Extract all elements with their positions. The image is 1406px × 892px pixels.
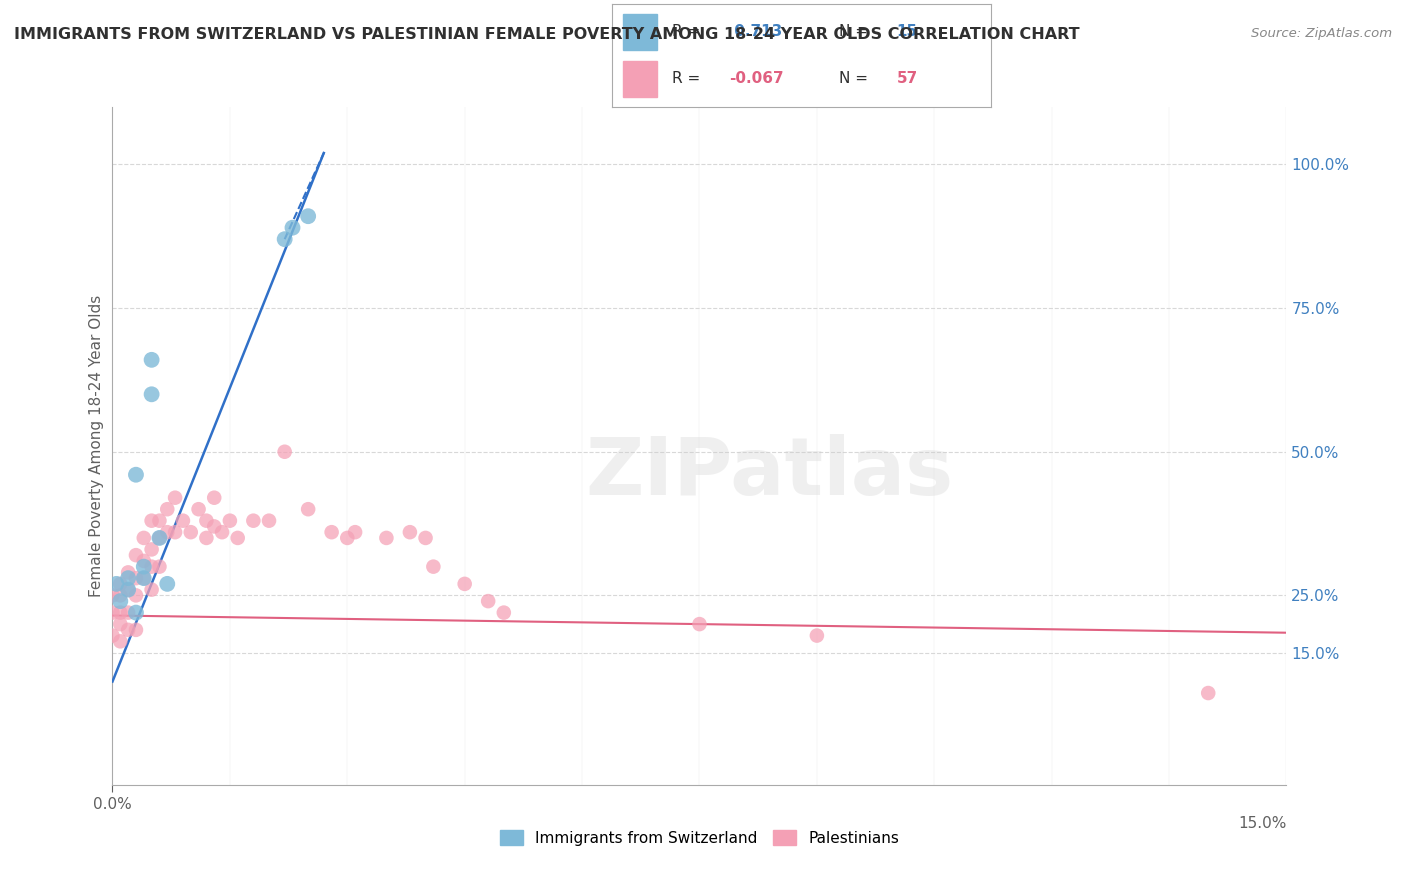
Y-axis label: Female Poverty Among 18-24 Year Olds: Female Poverty Among 18-24 Year Olds [89,295,104,597]
Point [399,525,422,540]
Point [110,594,132,608]
Point [172,514,194,528]
Bar [623,13,657,50]
Point [156,577,179,591]
Point [688,617,710,632]
Point [806,629,828,643]
Point [257,514,280,528]
Point [141,352,163,367]
Text: Source: ZipAtlas.com: Source: ZipAtlas.com [1251,27,1392,40]
Point [218,514,242,528]
Point [125,548,148,562]
Legend: Immigrants from Switzerland, Palestinians: Immigrants from Switzerland, Palestinian… [494,823,905,852]
Text: ZIPatlas: ZIPatlas [586,434,955,512]
Point [165,491,187,505]
Point [117,566,139,580]
Point [110,606,132,620]
Point [297,502,319,516]
Point [132,571,155,585]
Point [202,519,225,533]
Point [125,588,148,602]
Text: IMMIGRANTS FROM SWITZERLAND VS PALESTINIAN FEMALE POVERTY AMONG 18-24 YEAR OLDS : IMMIGRANTS FROM SWITZERLAND VS PALESTINI… [14,27,1080,42]
Point [477,594,499,608]
Text: R =: R = [672,23,700,38]
Text: R =: R = [672,70,700,86]
Text: 15: 15 [897,23,918,38]
Point [156,502,179,516]
Point [422,559,444,574]
Point [297,209,319,223]
Point [273,444,295,458]
Text: N =: N = [839,23,869,38]
Point [110,588,132,602]
Point [101,629,124,643]
Point [148,514,170,528]
Point [415,531,437,545]
Point [110,577,132,591]
Point [125,623,148,637]
Point [492,606,515,620]
Point [132,554,155,568]
Point [105,577,128,591]
Text: N =: N = [839,70,869,86]
Point [187,502,209,516]
Point [375,531,398,545]
Point [141,387,163,401]
Text: 0.713: 0.713 [730,23,783,38]
Point [125,606,148,620]
Point [226,531,249,545]
Point [180,525,202,540]
Point [110,617,132,632]
Point [211,525,233,540]
Point [148,559,170,574]
Point [281,220,304,235]
Point [165,525,187,540]
Point [117,571,139,585]
Point [141,542,163,557]
Point [141,582,163,597]
Point [117,623,139,637]
Point [195,514,218,528]
Point [132,559,155,574]
Text: -0.067: -0.067 [730,70,785,86]
Point [336,531,359,545]
Point [242,514,264,528]
Point [141,559,163,574]
Point [148,531,170,545]
Point [148,531,170,545]
Point [156,525,179,540]
Point [202,491,225,505]
Point [125,467,148,482]
Point [273,232,295,246]
Point [141,514,163,528]
Point [321,525,343,540]
Point [344,525,367,540]
Point [195,531,218,545]
Point [110,634,132,648]
Point [132,531,155,545]
Text: 15.0%: 15.0% [1239,816,1286,831]
Bar [623,61,657,96]
Point [132,571,155,585]
Point [453,577,475,591]
Point [125,571,148,585]
Point [117,582,139,597]
Point [101,588,124,602]
Point [117,582,139,597]
Point [117,606,139,620]
Text: 57: 57 [897,70,918,86]
Point [101,606,124,620]
Point [1197,686,1219,700]
